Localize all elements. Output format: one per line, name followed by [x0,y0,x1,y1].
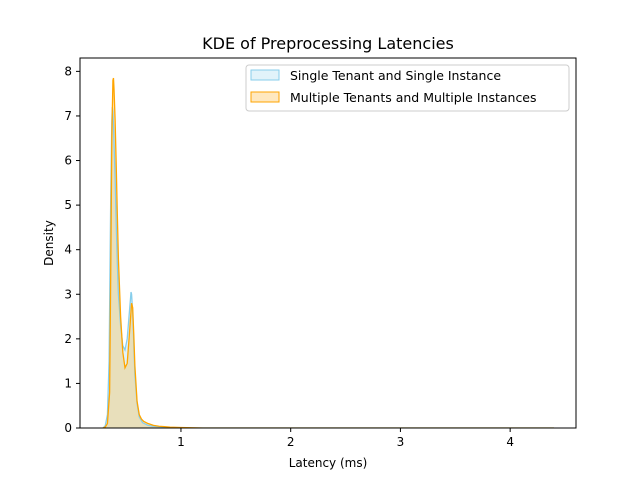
legend-swatch-multiple-tenants [250,91,280,103]
y-tick-label: 5 [64,198,72,212]
y-tick-label: 4 [64,243,72,257]
y-tick-label: 7 [64,109,72,123]
y-axis-label: Density [42,220,56,266]
series-line-1 [102,77,555,428]
series-area-1 [103,78,555,428]
series-line-0 [102,106,555,428]
y-tick-label: 6 [64,154,72,168]
x-axis-label: Latency (ms) [289,456,368,470]
series-layer [102,77,555,428]
x-tick-label: 1 [177,435,185,449]
x-tick-label: 2 [287,435,295,449]
y-tick-label: 8 [64,64,72,78]
legend-label-multiple-tenants: Multiple Tenants and Multiple Instances [290,90,537,105]
x-tick-label: 4 [506,435,514,449]
y-tick-label: 2 [64,332,72,346]
x-tick-label: 3 [397,435,405,449]
series-area-0 [103,107,555,428]
legend-label-single-tenant: Single Tenant and Single Instance [290,68,501,83]
plot-frame [79,57,577,429]
y-tick-label: 0 [64,421,72,435]
y-tick-label: 3 [64,287,72,301]
legend-swatch-single-tenant [250,69,280,81]
y-axis: 0 1 2 3 4 5 6 7 8 [64,64,80,435]
chart-title: KDE of Preprocessing Latencies [202,34,454,53]
y-tick-label: 1 [64,376,72,390]
legend: Single Tenant and Single Instance Multip… [245,64,570,112]
x-axis: 1 2 3 4 [177,428,514,449]
legend-box [245,64,570,112]
